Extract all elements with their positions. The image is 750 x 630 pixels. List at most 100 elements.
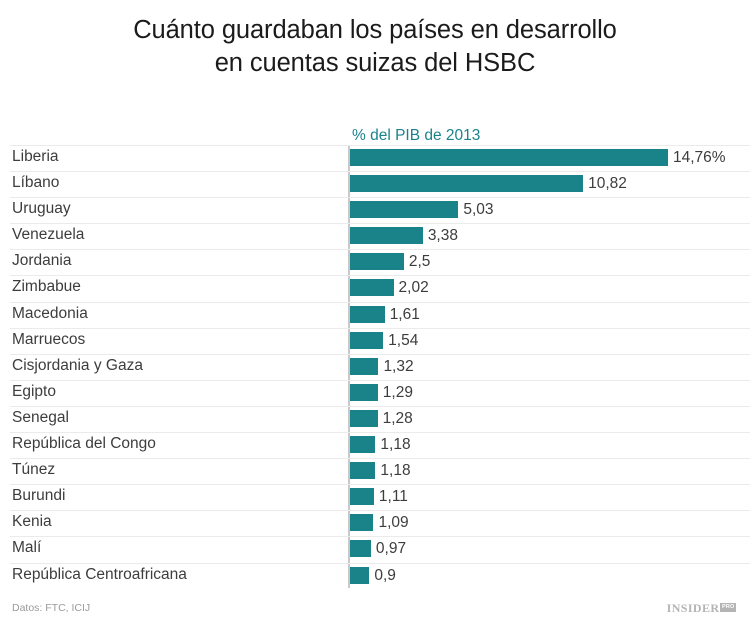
category-label: Líbano	[12, 173, 342, 194]
category-label: Senegal	[12, 407, 342, 428]
bar-row: Cisjordania y Gaza 1,32	[0, 353, 750, 380]
bar-group: 1,54	[350, 331, 419, 349]
bar-group: 5,03	[350, 201, 494, 219]
bar-row: Malí 0,97	[0, 536, 750, 562]
bar-group: 1,61	[350, 305, 420, 323]
insider-pro-logo: INSIDER PRO	[667, 602, 736, 615]
row-gridline	[10, 353, 750, 355]
bar-value-label: 2,02	[398, 279, 429, 297]
category-label: Jordania	[12, 251, 342, 272]
category-label: Túnez	[12, 460, 342, 481]
bar-row: República del Congo 1,18	[0, 432, 750, 458]
plot-area: Liberia 14,76% Líbano 10,82 Uruguay 5,03 Venez…	[0, 145, 750, 588]
bar-group: 2,5	[350, 253, 431, 271]
row-gridline	[10, 432, 750, 434]
row-gridline	[10, 275, 750, 277]
bar	[350, 149, 668, 166]
brand-wordmark: INSIDER	[666, 601, 720, 615]
bar-value-label: 1,54	[388, 331, 419, 349]
bar	[350, 305, 385, 323]
bar	[350, 488, 374, 506]
bar-group: 1,32	[350, 357, 414, 375]
bar-row: Macedonia 1,61	[0, 301, 750, 328]
category-label: Kenia	[12, 512, 342, 533]
category-label: Marruecos	[12, 329, 342, 350]
category-label: República del Congo	[12, 434, 342, 455]
bar-row: Jordania 2,5	[0, 249, 750, 275]
brand-pro-badge: PRO	[720, 603, 736, 612]
bar-group: 10,82	[350, 175, 627, 193]
bar-row: Marruecos 1,54	[0, 327, 750, 354]
category-label: Liberia	[12, 147, 342, 167]
page-title-line-2: en cuentas suizas del HSBC	[214, 49, 536, 77]
bar	[350, 383, 378, 401]
bar-value-label: 5,03	[463, 201, 494, 219]
row-gridline	[10, 249, 750, 251]
bar-row: Venezuela 3,38	[0, 223, 750, 249]
row-gridline	[10, 562, 750, 564]
bar	[350, 201, 459, 219]
bar-group: 0,97	[350, 540, 407, 558]
category-label: Burundi	[12, 486, 342, 507]
bar	[350, 462, 376, 480]
bar-row: Kenia 1,09	[0, 510, 750, 536]
bar-group: 1,18	[350, 462, 411, 480]
bar-group: 2,02	[350, 279, 429, 297]
bar-value-label: 3,38	[427, 227, 458, 245]
category-label: Egipto	[12, 381, 342, 402]
bar	[350, 279, 394, 297]
page-title-line-1: Cuánto guardaban los países en desarroll…	[133, 16, 617, 44]
bar-value-label: 1,61	[389, 305, 420, 323]
bar-value-label: 2,5	[408, 253, 431, 271]
bar-row: Burundi 1,11	[0, 484, 750, 510]
bar-value-label: 1,32	[383, 357, 414, 375]
bar	[350, 357, 379, 375]
legend-label: % del PIB de 2013	[352, 127, 481, 144]
row-gridline	[10, 171, 750, 173]
bar	[350, 540, 371, 558]
category-label: República Centroafricana	[12, 564, 342, 585]
bar-value-label: 1,28	[382, 409, 413, 427]
bar-value-label: 1,18	[380, 462, 411, 480]
bar-value-label: 0,97	[375, 540, 407, 558]
bar-value-label: 0,9	[374, 566, 396, 584]
category-label: Zimbabue	[12, 277, 342, 298]
category-label: Uruguay	[12, 199, 342, 220]
bar-value-label: 1,11	[378, 488, 408, 506]
row-gridline	[10, 458, 750, 460]
bar-row: Uruguay 5,03	[0, 197, 750, 223]
bar-value-label: 1,29	[382, 383, 413, 401]
bar	[350, 253, 404, 271]
bar	[350, 409, 378, 427]
bar-row: Liberia 14,76%	[0, 145, 750, 171]
bar-value-label: 10,82	[588, 175, 627, 193]
bar	[350, 566, 370, 584]
bar-group: 1,29	[350, 383, 413, 401]
bar-row: República Centroafricana 0,9	[0, 562, 750, 589]
bar-group: 1,11	[350, 488, 408, 506]
page-title: Cuánto guardaban los países en desarroll…	[0, 14, 750, 80]
bar-group: 1,09	[350, 514, 409, 532]
bar-group: 14,76%	[350, 149, 726, 166]
bar-group: 0,9	[350, 566, 396, 584]
bar-value-label: 1,18	[380, 436, 411, 454]
row-gridline	[10, 405, 750, 407]
bar	[350, 175, 584, 193]
row-gridline	[10, 223, 750, 225]
row-gridline	[10, 536, 750, 538]
value-axis-line	[348, 145, 350, 588]
category-label: Macedonia	[12, 303, 342, 324]
bar-row: Líbano 10,82	[0, 171, 750, 197]
bar	[350, 227, 423, 245]
bar	[350, 331, 384, 349]
source-note: Datos: FTC, ICIJ	[12, 602, 91, 614]
row-gridline	[10, 327, 750, 329]
bar	[350, 436, 376, 454]
row-gridline	[10, 145, 750, 146]
row-gridline	[10, 379, 750, 381]
category-label: Malí	[12, 538, 342, 559]
bar-group: 3,38	[350, 227, 458, 245]
category-label: Cisjordania y Gaza	[12, 355, 342, 376]
row-gridline	[10, 301, 750, 303]
bar-rows: Liberia 14,76% Líbano 10,82 Uruguay 5,03 Venez…	[0, 145, 750, 589]
